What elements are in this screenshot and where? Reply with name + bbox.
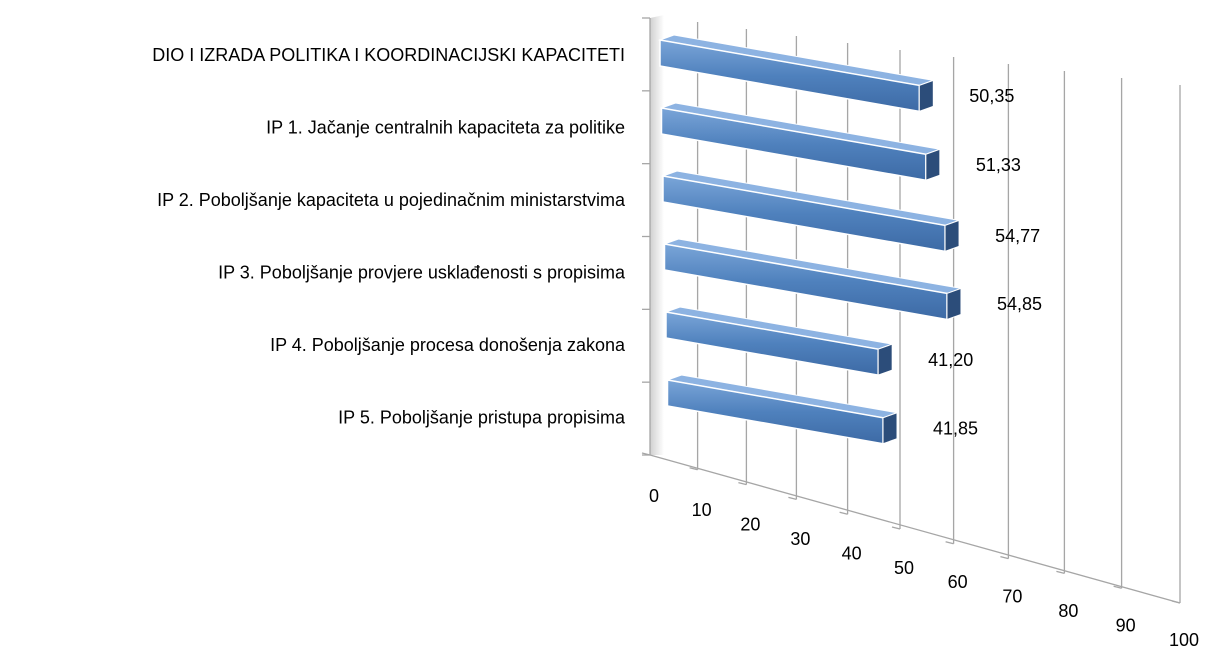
bar-end bbox=[925, 148, 941, 181]
bar bbox=[666, 379, 884, 445]
bar-end bbox=[944, 219, 960, 253]
x-axis bbox=[649, 454, 1181, 604]
y-tick-label: IP 2. Poboljšanje kapaciteta u pojedinač… bbox=[157, 190, 626, 210]
data-label: 50,35 bbox=[969, 86, 1014, 106]
bar-end bbox=[918, 79, 934, 113]
data-label: 54,77 bbox=[995, 226, 1040, 246]
tick-mark bbox=[738, 481, 747, 486]
data-label: 54,85 bbox=[997, 294, 1042, 314]
tick-mark bbox=[1000, 555, 1009, 560]
x-tick-label: 0 bbox=[649, 486, 659, 506]
data-label: 51,33 bbox=[976, 155, 1021, 175]
x-tick-label: 90 bbox=[1116, 615, 1136, 635]
tick-mark bbox=[689, 467, 698, 471]
x-tick-label: 30 bbox=[790, 529, 810, 549]
x-tick-label: 40 bbox=[842, 543, 862, 563]
tick-mark bbox=[1056, 570, 1065, 575]
bar-end bbox=[882, 412, 898, 445]
side-wall bbox=[650, 15, 664, 455]
x-tick-label: 50 bbox=[894, 558, 914, 578]
bar-end bbox=[946, 287, 962, 321]
tick-mark bbox=[1113, 585, 1122, 589]
tick-mark bbox=[839, 511, 848, 515]
x-tick-label: 20 bbox=[740, 515, 760, 535]
x-tick-label: 10 bbox=[692, 500, 712, 520]
y-tick-label: IP 4. Poboljšanje procesa donošenja zako… bbox=[270, 335, 626, 355]
tick-mark bbox=[788, 496, 797, 501]
tick-mark bbox=[1171, 600, 1181, 604]
x-tick-label: 70 bbox=[1002, 587, 1022, 607]
y-tick-label: IP 5. Poboljšanje pristupa propisima bbox=[338, 407, 626, 427]
tick-mark bbox=[891, 526, 901, 530]
y-tick-label: IP 3. Poboljšanje provjere usklađenosti … bbox=[218, 262, 626, 282]
data-label: 41,20 bbox=[928, 350, 973, 370]
bar-end bbox=[877, 343, 893, 376]
tick-mark bbox=[945, 541, 954, 545]
x-tick-label: 100 bbox=[1169, 630, 1199, 648]
x-tick-label: 80 bbox=[1058, 601, 1078, 621]
x-tick-label: 60 bbox=[948, 572, 968, 592]
y-tick-label: IP 1. Jačanje centralnih kapaciteta za p… bbox=[266, 117, 625, 137]
y-tick-label: DIO I IZRADA POLITIKA I KOORDINACIJSKI K… bbox=[152, 45, 625, 65]
data-label: 41,85 bbox=[933, 418, 978, 438]
